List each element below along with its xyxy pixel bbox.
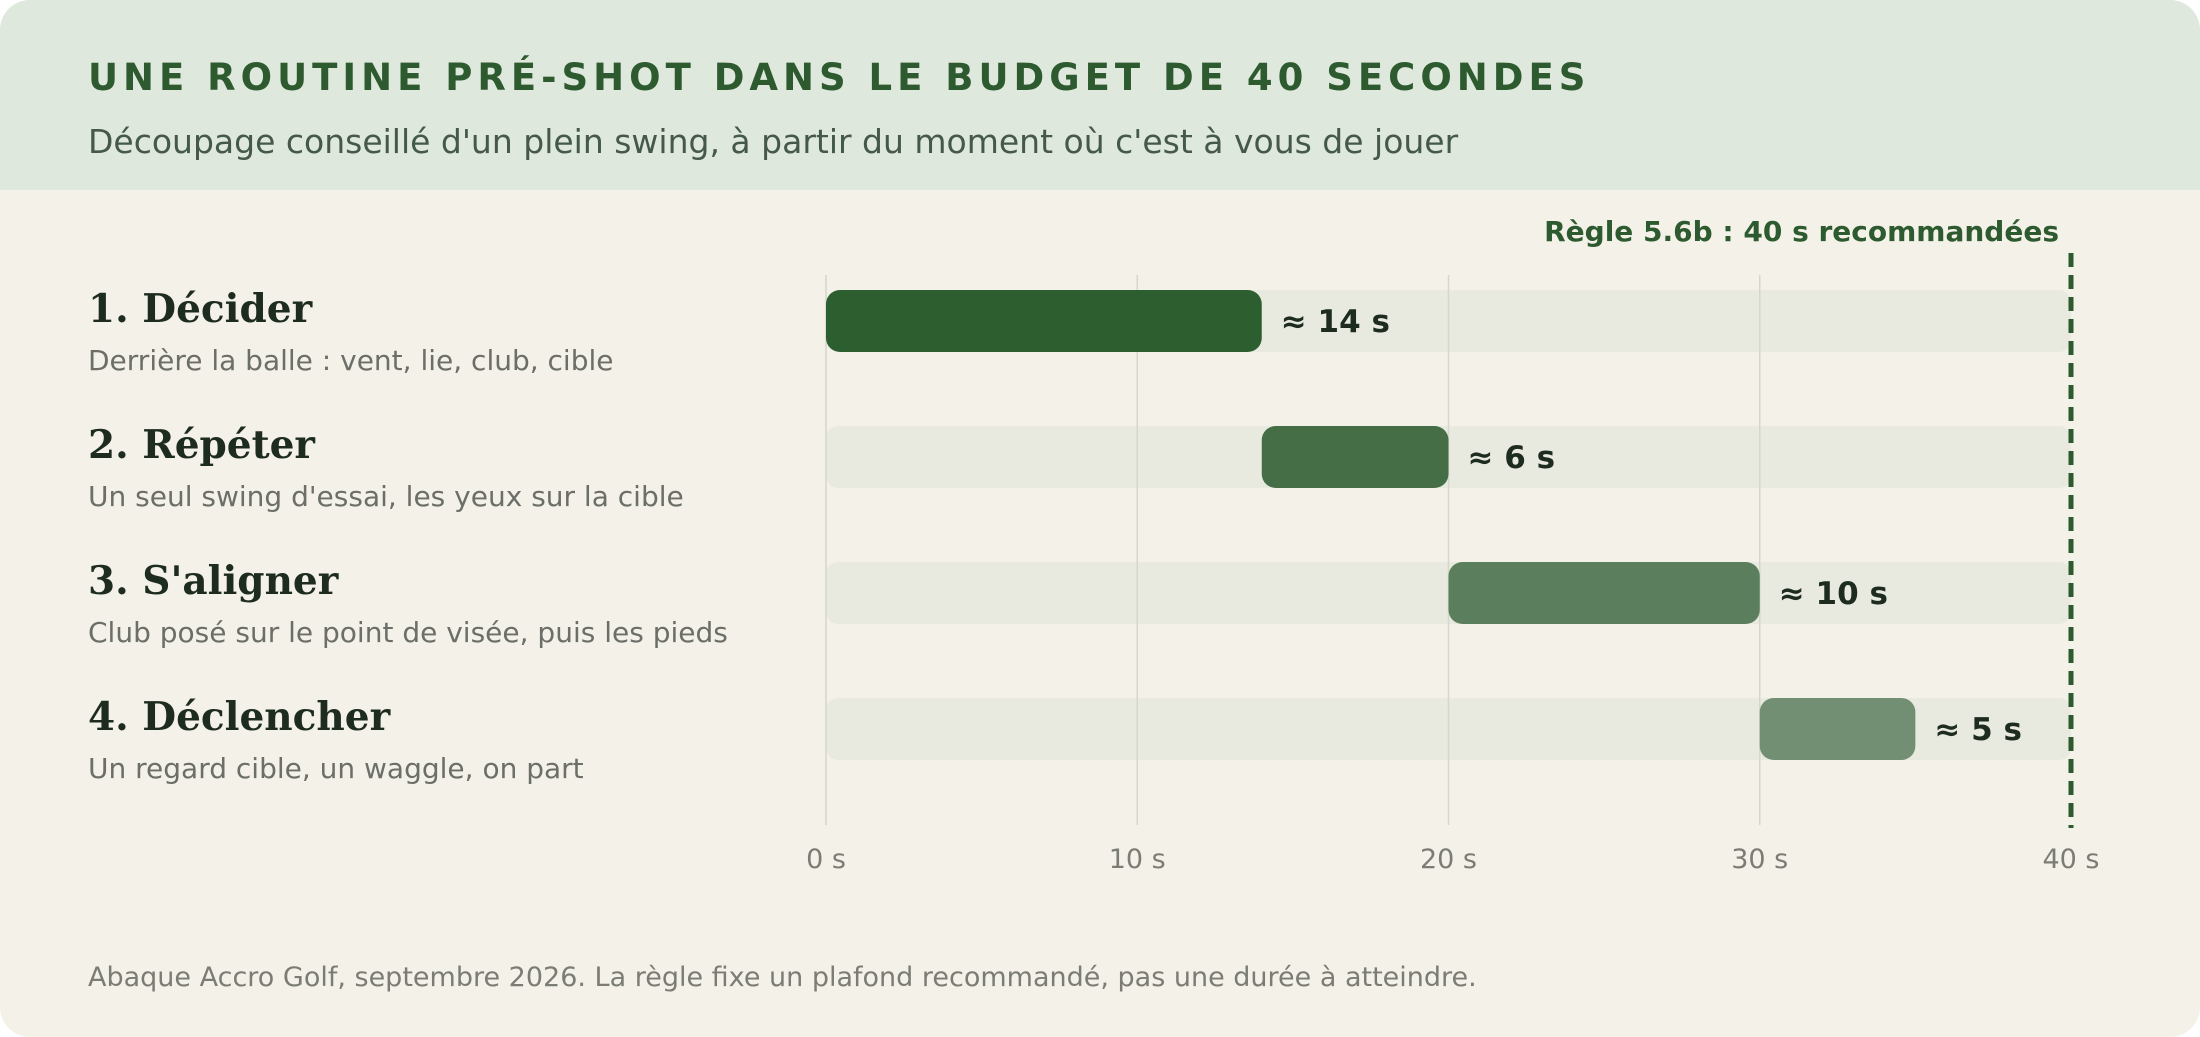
task-desc-3: Club posé sur le point de visée, puis le… — [88, 616, 728, 649]
bar-value-label: ≈ 5 s — [1934, 712, 2022, 748]
task-name-1: 1. Décider — [88, 286, 313, 332]
task-bar — [1261, 426, 1449, 488]
chart-subtitle: Découpage conseillé d'un plein swing, à … — [88, 122, 1459, 161]
x-tick-label: 10 s — [1109, 844, 1166, 875]
task-bar — [1759, 698, 1916, 760]
bar-value-label: ≈ 14 s — [1281, 304, 1390, 340]
x-tick-label: 20 s — [1420, 844, 1477, 875]
task-bar — [826, 290, 1262, 352]
x-tick-label: 30 s — [1731, 844, 1788, 875]
task-name-3: 3. S'aligner — [88, 558, 339, 604]
x-tick-label: 0 s — [806, 844, 846, 875]
task-desc-1: Derrière la balle : vent, lie, club, cib… — [88, 344, 614, 377]
limit-label: Règle 5.6b : 40 s recommandées — [1544, 215, 2059, 248]
bar-value-label: ≈ 6 s — [1468, 440, 1556, 476]
task-bar — [1448, 562, 1760, 624]
x-tick-label: 40 s — [2042, 844, 2099, 875]
header: UNE ROUTINE PRÉ-SHOT DANS LE BUDGET DE 4… — [0, 0, 2200, 190]
chart-title: UNE ROUTINE PRÉ-SHOT DANS LE BUDGET DE 4… — [88, 56, 1591, 99]
bar-value-label: ≈ 10 s — [1779, 576, 1888, 612]
task-name-4: 4. Déclencher — [88, 694, 391, 740]
footnote: Abaque Accro Golf, septembre 2026. La rè… — [88, 962, 1477, 993]
task-desc-2: Un seul swing d'essai, les yeux sur la c… — [88, 480, 684, 513]
task-desc-4: Un regard cible, un waggle, on part — [88, 752, 584, 785]
task-name-2: 2. Répéter — [88, 422, 315, 468]
